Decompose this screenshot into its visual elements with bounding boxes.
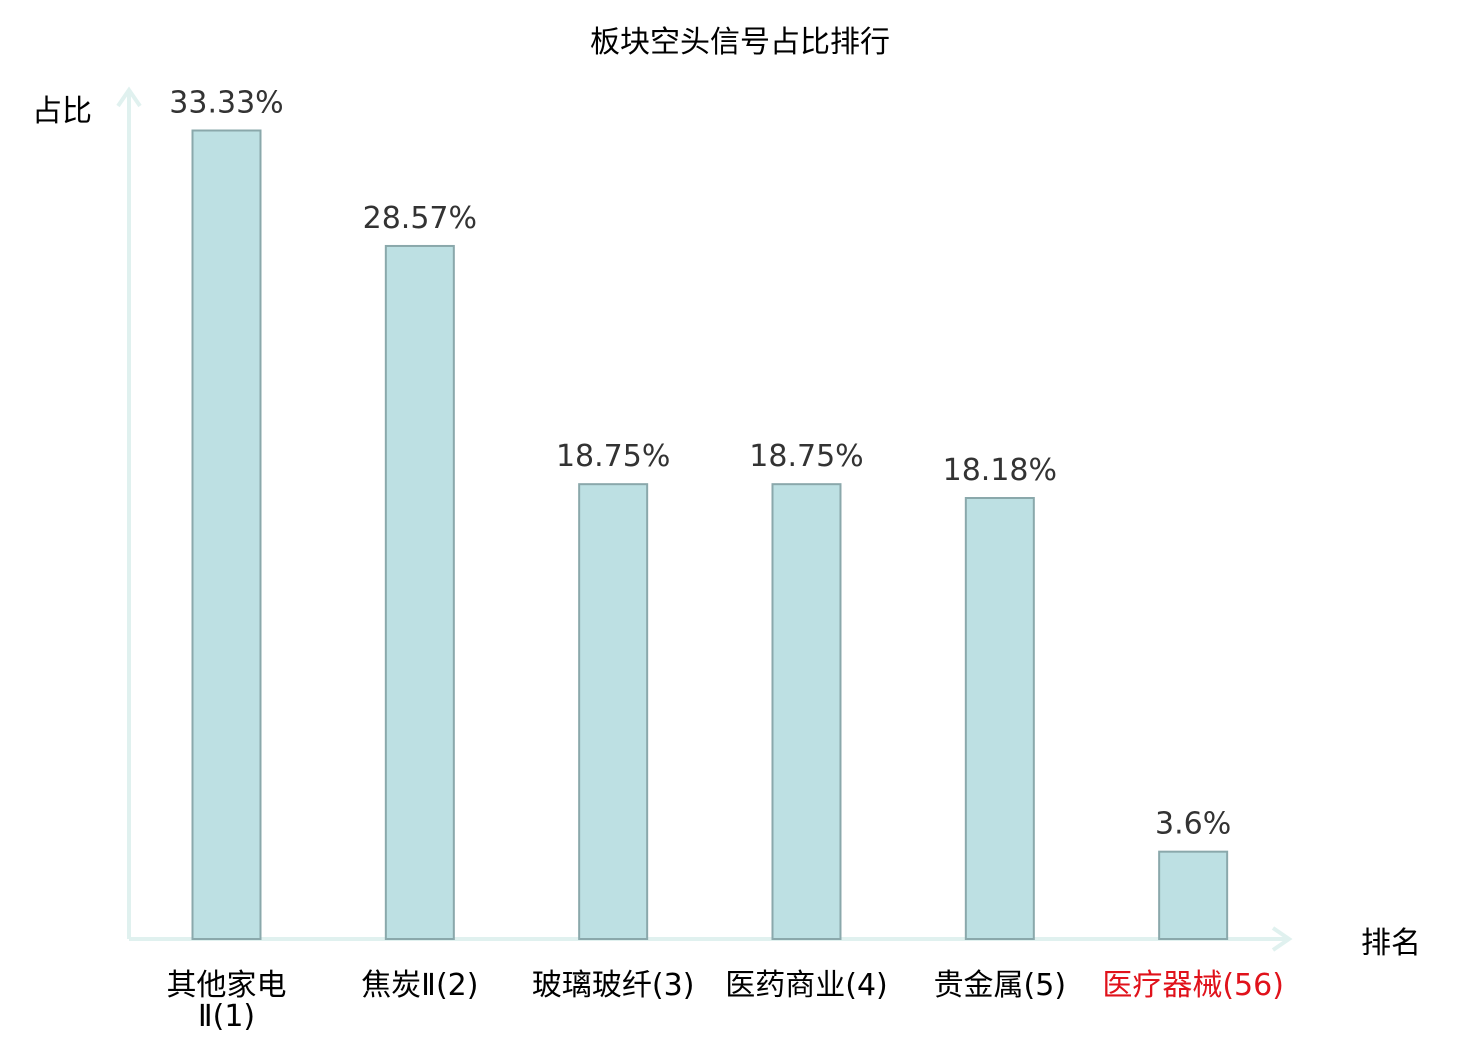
data-label: 3.6% [1155, 807, 1231, 842]
bar [191, 129, 262, 940]
category-label-line: Ⅱ(1) [198, 999, 255, 1034]
data-label: 18.18% [943, 453, 1057, 488]
y-axis-arrow-icon [116, 86, 142, 108]
data-label: 33.33% [169, 86, 283, 121]
bars-layer [191, 129, 1229, 941]
x-axis-label: 排名 [1361, 926, 1421, 961]
bar [964, 497, 1035, 940]
bar [1158, 850, 1229, 941]
chart-title: 板块空头信号占比排行 [590, 25, 890, 60]
data-label: 18.75% [556, 439, 670, 474]
category-label: 玻璃玻纤(3) [532, 968, 695, 1003]
bar [578, 483, 649, 940]
y-axis-label: 占比 [32, 94, 92, 129]
category-label-line: 其他家电 [167, 968, 287, 1003]
category-label: 贵金属(5) [934, 968, 1067, 1003]
category-label: 医药商业(4) [725, 968, 888, 1003]
value-labels-layer: 33.33% 28.57% 18.75% 18.75% 18.18% 3.6% [169, 86, 1231, 842]
data-label: 18.75% [749, 439, 863, 474]
category-label: 医疗器械(56) [1102, 968, 1284, 1003]
x-axis-arrow-icon [1271, 926, 1293, 952]
data-label: 28.57% [363, 201, 477, 236]
bar [384, 244, 455, 941]
bar [771, 483, 842, 940]
category-label: 焦炭Ⅱ(2) [361, 968, 478, 1003]
axes [116, 86, 1293, 952]
